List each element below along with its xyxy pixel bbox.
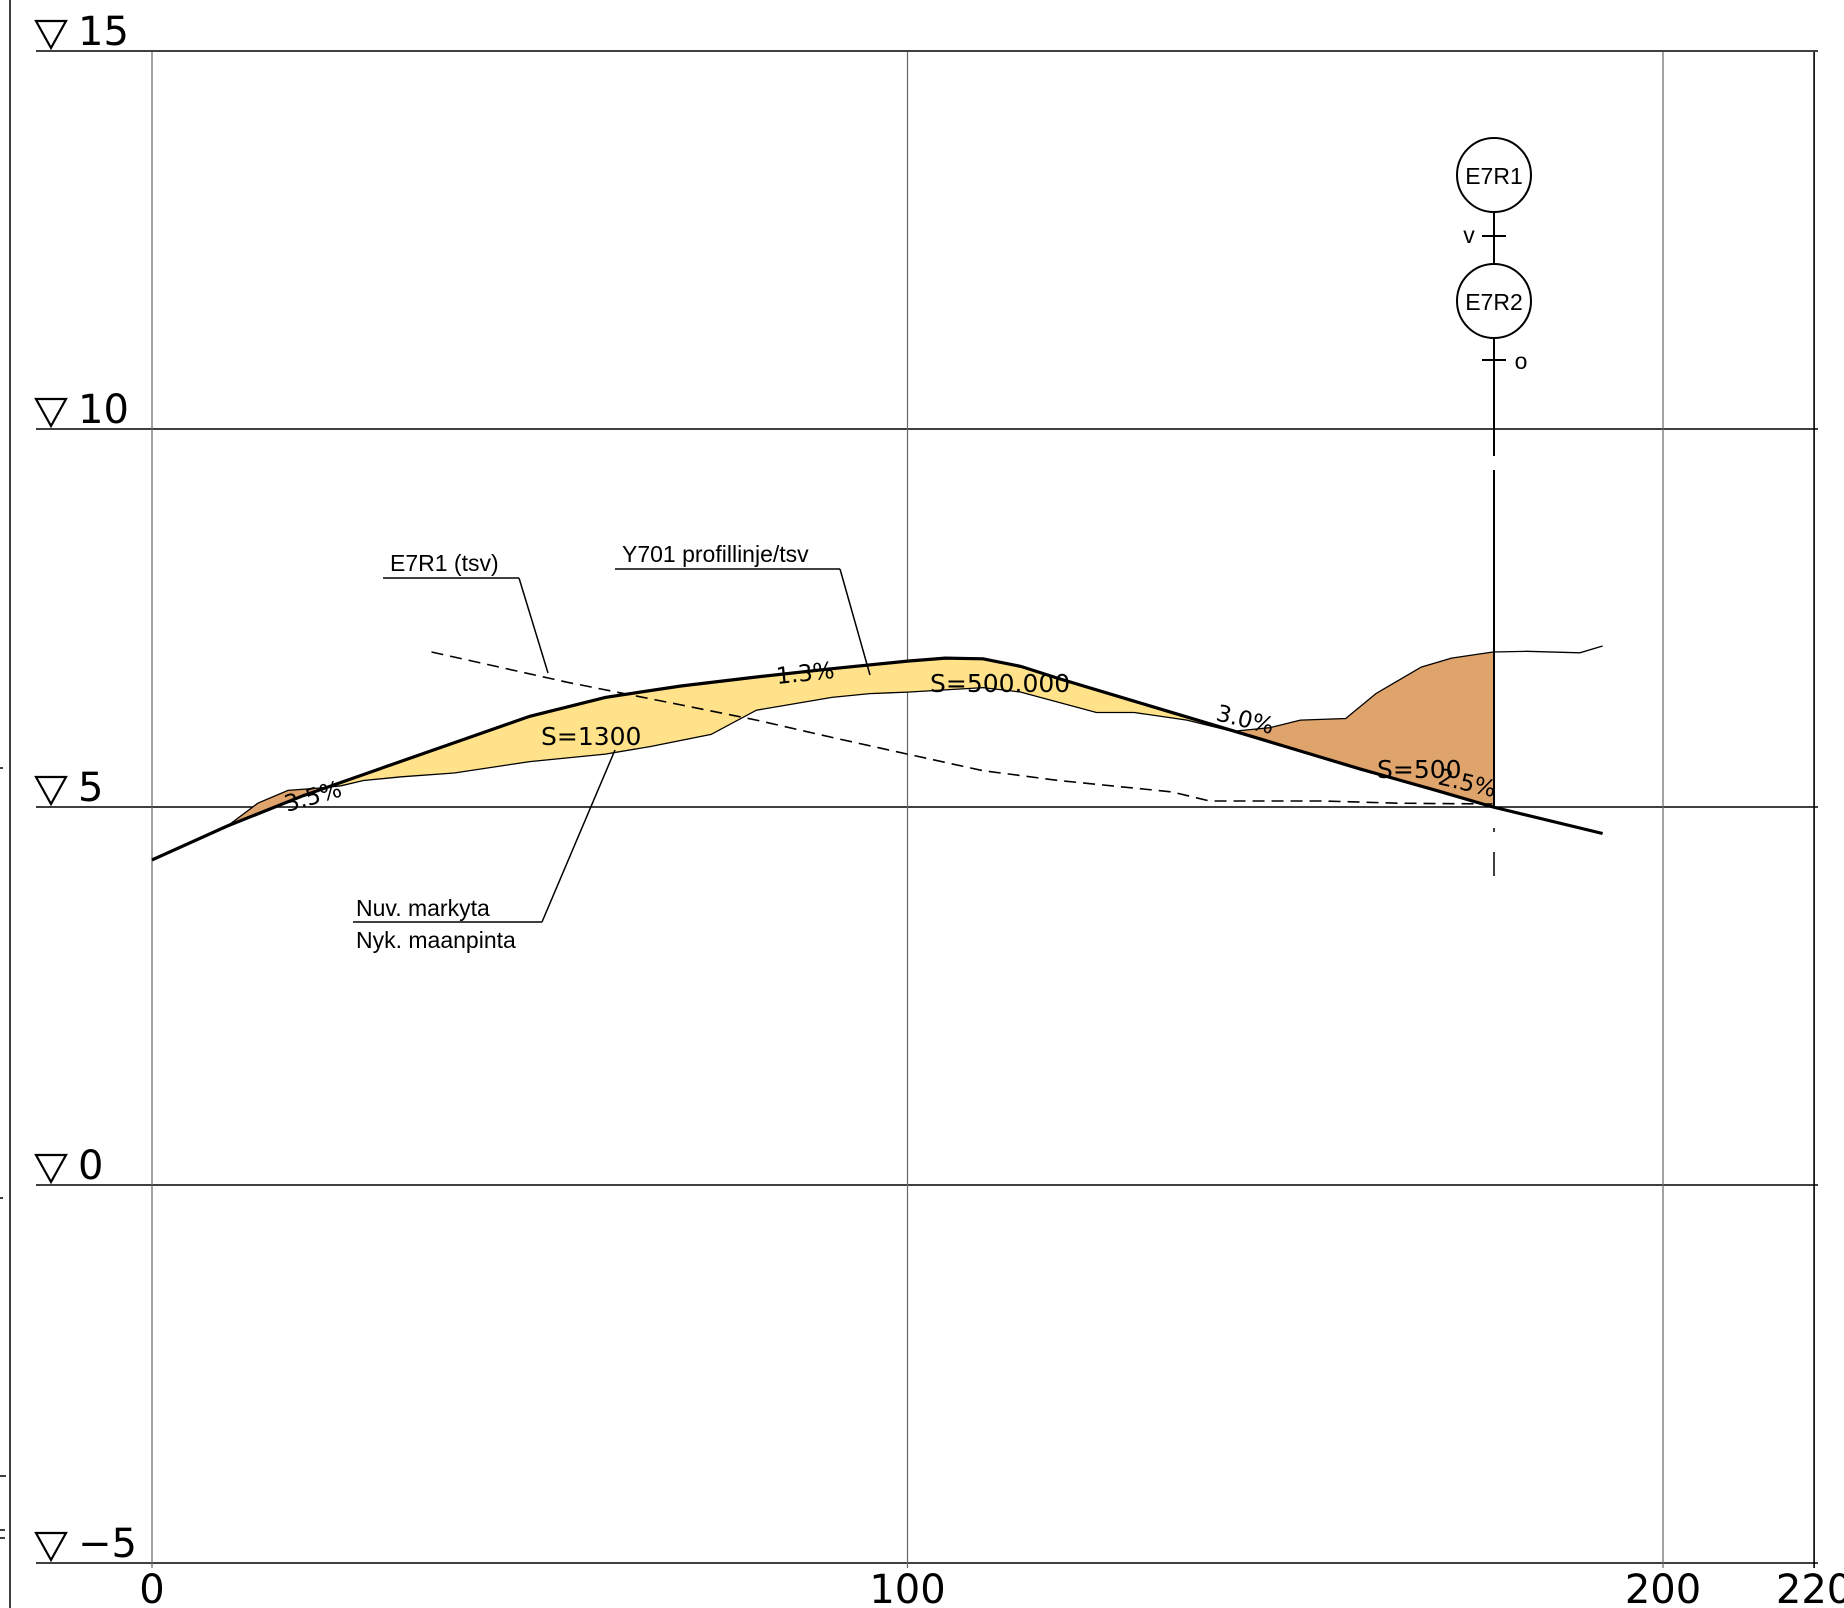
station-grid	[151, 52, 1815, 1568]
curve-label-3: S=500	[1377, 755, 1462, 784]
margin-marks	[0, 767, 6, 1539]
e7r1-dashed-line	[431, 651, 1494, 805]
mark-o-label: o	[1515, 348, 1528, 374]
station-label-0: 0	[139, 1567, 164, 1608]
callout-ground-line2: Nyk. maanpinta	[356, 927, 516, 953]
callout-e7r1: E7R1 (tsv)	[383, 550, 549, 674]
elevation-label-0: 15	[78, 9, 129, 55]
elevation-marker-icon	[34, 1531, 68, 1563]
cut-area-3	[1236, 652, 1493, 807]
slope-label-1: 3.5%	[281, 777, 344, 818]
elevation-label-3: 0	[78, 1143, 103, 1189]
elevation-marker-icon	[34, 1153, 68, 1185]
node-e7r1-circle	[1456, 137, 1532, 213]
station-label-1: 100	[869, 1567, 945, 1608]
callout-e7r1-text: E7R1 (tsv)	[390, 550, 499, 576]
elevation-marker-icon	[34, 19, 68, 51]
elevation-labels: 15 10 5 0 −5	[34, 9, 137, 1567]
elevation-grid	[36, 50, 1818, 1564]
station-labels: 0 100 200 220	[139, 1567, 1844, 1608]
curve-label-1: S=1300	[541, 722, 641, 751]
mark-v-label: v	[1463, 222, 1475, 248]
callout-y701-text: Y701 profillinje/tsv	[622, 541, 809, 567]
elevation-label-1: 10	[78, 387, 129, 433]
design-profile-line	[151, 656, 1603, 862]
callout-ground-line1: Nuv. markyta	[356, 895, 490, 921]
elevation-label-2: 5	[78, 765, 103, 811]
node-e7r2-label: E7R2	[1465, 289, 1523, 315]
node-e7r2-circle	[1456, 263, 1532, 339]
node-e7r1-label: E7R1	[1465, 163, 1523, 189]
curve-label-2: S=500.000	[930, 669, 1070, 698]
callout-ground: Nuv. markyta Nyk. maanpinta	[353, 749, 616, 953]
node-axis: E7R1 E7R2 v o	[1456, 137, 1532, 876]
existing-ground-line	[227, 645, 1603, 827]
station-label-2: 200	[1625, 1567, 1701, 1608]
elevation-marker-icon	[34, 397, 68, 429]
slope-label-2: 1.3%	[775, 658, 836, 690]
elevation-marker-icon	[34, 775, 68, 807]
elevation-label-4: −5	[78, 1521, 137, 1567]
station-label-3: 220	[1776, 1567, 1844, 1608]
callout-y701: Y701 profillinje/tsv	[615, 541, 871, 676]
cut-fill-areas	[231, 652, 1493, 825]
